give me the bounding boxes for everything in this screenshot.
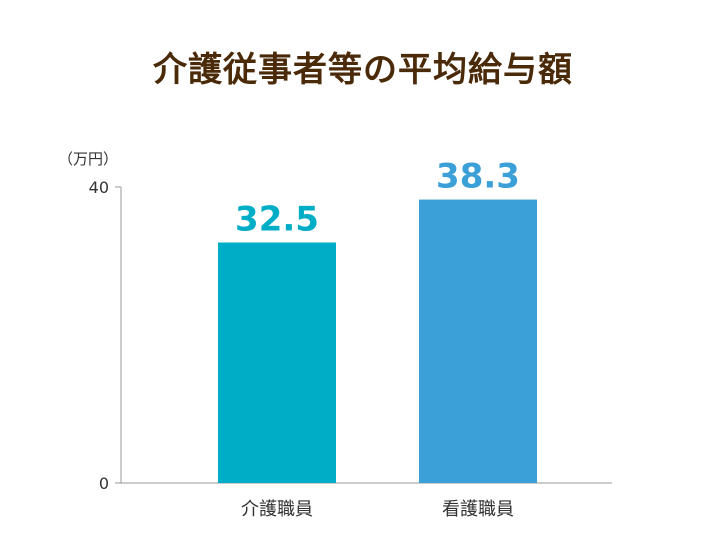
category-label: 看護職員 bbox=[442, 499, 514, 520]
bar bbox=[419, 199, 537, 483]
bar bbox=[218, 242, 336, 483]
data-label: 38.3 bbox=[436, 157, 520, 197]
y-tick-label: 40 bbox=[89, 178, 109, 197]
data-label: 32.5 bbox=[235, 200, 319, 240]
y-ticks: 0 40 bbox=[89, 178, 121, 493]
y-axis: 0 40 （万円） bbox=[58, 150, 122, 493]
bars bbox=[218, 199, 537, 483]
unit-label: （万円） bbox=[58, 150, 118, 168]
chart-title: 介護従事者等の平均給与額 bbox=[153, 50, 573, 90]
y-tick-label: 0 bbox=[99, 474, 109, 493]
category-label: 介護職員 bbox=[241, 499, 313, 520]
data-labels: 32.5 38.3 bbox=[235, 157, 520, 240]
category-labels: 介護職員 看護職員 bbox=[241, 499, 514, 520]
